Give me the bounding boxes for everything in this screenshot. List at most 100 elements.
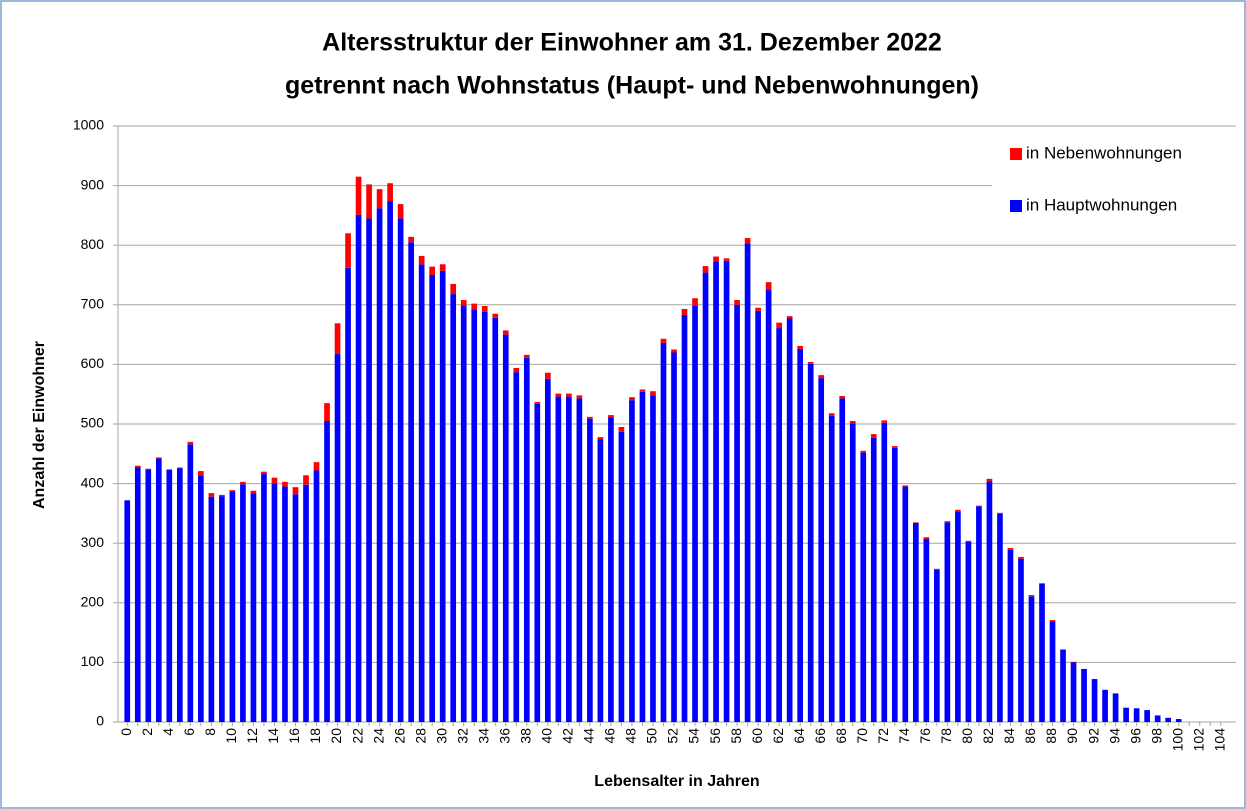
bar-segment [807,363,814,722]
x-tick-label: 94 [1106,728,1122,744]
bar-segment [450,294,457,722]
x-tick-label: 98 [1148,728,1164,744]
bar-segment [155,458,162,722]
bar-segment [1039,583,1045,584]
bar-segment [219,494,225,497]
bar-segment [608,415,614,418]
bar-segment [450,283,457,295]
bar-segment [1018,556,1024,559]
x-tick-label: 34 [475,728,491,744]
x-tick-label: 54 [686,728,702,744]
bar-segment [481,311,488,722]
bar-segment [576,395,583,399]
bar-segment [660,342,667,722]
x-tick-label: 46 [602,728,618,744]
bar-segment [355,214,362,722]
bar-segment [282,486,288,722]
x-tick-label: 40 [539,728,555,744]
x-tick-label: 66 [812,728,828,744]
x-tick-label: 102 [1190,728,1206,752]
bar-segment [250,490,257,494]
bar-segment [292,494,299,722]
y-tick-label: 100 [81,653,105,669]
bar-segment [1175,719,1182,722]
x-tick-label: 20 [328,728,344,744]
bar-segment [429,275,436,722]
bar-segment [807,362,814,364]
bar-segment [303,484,309,722]
bar-segment [765,289,772,722]
bar-segment [576,398,583,722]
bar-segment [849,421,856,424]
legend-swatch [1010,148,1022,160]
bar-segment [534,403,541,722]
legend-label: in Nebenwohnungen [1026,143,1182,162]
bar-segment [313,470,320,722]
bar-segment [587,416,593,419]
bar-segment [134,465,141,468]
x-tick-label: 70 [854,728,870,744]
bar-segment [523,357,530,722]
bar-segment [702,266,709,273]
bar-segment [902,485,909,487]
bar-segment [1049,621,1056,722]
bar-segment [471,309,478,722]
x-tick-label: 96 [1127,728,1143,744]
x-tick-label: 90 [1064,728,1080,744]
bar-segment [408,242,414,722]
bar-segment [324,403,330,422]
bar-segment [460,300,467,306]
bar-segment [818,378,825,722]
x-tick-label: 56 [707,728,723,744]
bar-segment [755,310,761,722]
bar-segment [1144,710,1150,722]
bar-segment [849,423,856,722]
bar-segment [166,469,173,470]
bar-segment [955,509,961,512]
bar-segment [513,367,520,373]
bar-segment [1102,689,1108,722]
bar-segment [1091,679,1098,722]
bar-segment [723,258,730,261]
bar-segment [502,330,509,335]
bar-segment [282,481,288,487]
legend-box [992,128,1236,234]
bar-segment [986,481,993,722]
bar-segment [1070,661,1077,663]
bar-segment [334,323,341,354]
y-axis-label: Anzahl der Einwohner [31,341,48,509]
bar-segment [881,422,888,722]
bar-segment [639,391,646,722]
bar-segment [629,400,635,722]
bar-segment [786,316,793,319]
y-tick-label: 1000 [73,117,104,133]
x-tick-label: 22 [349,728,365,744]
bar-segment [397,204,404,219]
x-tick-label: 100 [1169,728,1185,752]
x-tick-label: 28 [412,728,428,744]
bar-segment [1133,708,1140,722]
bar-segment [912,522,919,523]
x-tick-label: 24 [370,728,386,744]
bar-segment [997,512,1003,514]
bar-segment [744,243,751,723]
bar-segment [187,441,194,445]
y-tick-label: 600 [81,355,105,371]
bar-segment [587,418,593,722]
x-tick-label: 30 [433,728,449,744]
bar-segment [713,261,719,722]
bar-segment [166,469,173,722]
bar-segment [261,471,267,475]
bar-segment [650,395,656,722]
bar-segment [639,389,646,392]
bar-segment [765,282,772,290]
x-tick-label: 86 [1022,728,1038,744]
bar-segment [944,522,951,722]
bar-segment [376,208,383,723]
x-tick-label: 8 [202,728,218,736]
y-tick-label: 700 [81,296,105,312]
bar-segment [1112,693,1119,722]
x-tick-label: 78 [938,728,954,744]
bar-segment [502,334,509,722]
